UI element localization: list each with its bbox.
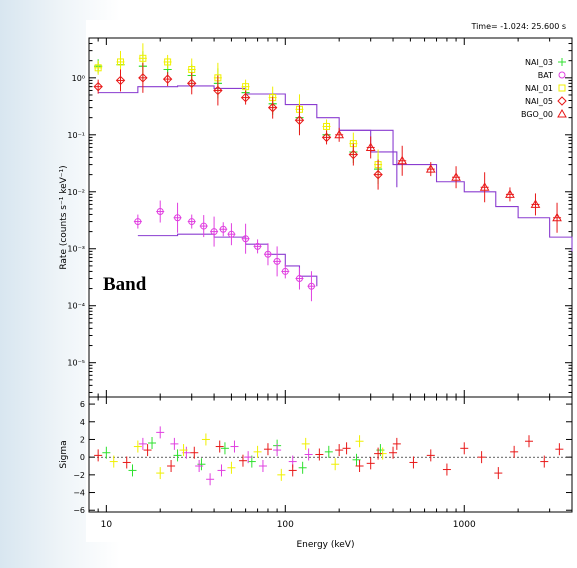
x-tick-label: 1000 — [453, 520, 476, 530]
data-point — [425, 164, 436, 173]
data-point — [505, 189, 515, 198]
legend-marker — [558, 71, 566, 79]
y-tick-label: 10⁻⁵ — [67, 359, 85, 368]
x-tick-label: 10 — [101, 520, 113, 530]
data-point — [307, 282, 315, 290]
data-point — [162, 74, 173, 84]
series-bat — [133, 200, 316, 302]
data-point — [213, 85, 223, 96]
x-axis-label: Energy (keV) — [297, 540, 355, 550]
data-point — [117, 58, 125, 66]
legend-label: NAI_03 — [525, 58, 553, 67]
legend-marker — [558, 84, 566, 92]
data-point — [138, 73, 148, 83]
data-point — [451, 172, 461, 181]
data-point — [334, 129, 345, 139]
figure-background — [86, 20, 573, 542]
data-point — [365, 142, 376, 151]
data-point — [200, 222, 208, 230]
legend: NAI_03 BAT NAI_01 NAI_05 BGO_00 — [521, 58, 567, 119]
y-tick-label: −4 — [73, 489, 85, 498]
y-tick-label: 2 — [80, 435, 85, 444]
y-tick-label: 10⁰ — [72, 74, 85, 83]
data-point — [188, 218, 196, 226]
legend-label: BAT — [538, 71, 553, 80]
data-point — [139, 54, 147, 62]
y-tick-label: 10⁻² — [67, 188, 85, 197]
data-point — [530, 199, 541, 208]
data-point — [281, 267, 289, 275]
data-point — [210, 228, 218, 236]
data-point — [397, 155, 408, 165]
y-tick-label: 0 — [80, 453, 85, 462]
data-point — [267, 102, 278, 113]
data-point — [254, 242, 262, 250]
data-point — [273, 257, 281, 265]
residual-plot-frame — [88, 396, 573, 513]
data-point — [227, 230, 235, 238]
y-tick-label: −6 — [73, 506, 85, 515]
legend-marker — [557, 96, 567, 106]
data-point — [373, 169, 383, 180]
data-point — [242, 83, 250, 91]
y-tick-label: 10⁻³ — [67, 245, 85, 254]
data-point — [187, 78, 197, 89]
y-tick-label: 6 — [80, 400, 85, 409]
data-point — [93, 81, 103, 92]
series-nai-05 — [93, 62, 383, 190]
residual-bgo-00 — [335, 435, 564, 480]
residual-bat — [138, 426, 313, 486]
data-point — [240, 92, 251, 103]
residual-y-axis-label: Sigma — [59, 440, 69, 468]
main-plot-panel: 10⁰ 10⁻¹ 10⁻² 10⁻³ 10⁻⁴ 10⁻⁵ Rate (counts s⁻¹ … — [59, 37, 573, 398]
residual-nai-05 — [94, 440, 398, 477]
data-point — [242, 235, 250, 243]
data-point — [323, 122, 331, 130]
y-axis-label: Rate (counts s⁻¹ keV⁻¹) — [59, 165, 69, 269]
data-point — [134, 218, 142, 226]
series-bgo-00 — [334, 127, 562, 233]
model-name-label: Band — [103, 274, 147, 295]
legend-marker — [557, 108, 567, 118]
legend-label: NAI_01 — [525, 84, 553, 93]
data-point — [94, 64, 102, 72]
data-point — [164, 58, 172, 66]
legend-label: NAI_05 — [525, 97, 553, 106]
data-point — [552, 212, 562, 222]
model-curve — [339, 129, 573, 252]
data-point — [264, 250, 272, 258]
legend-label: BGO_00 — [521, 110, 553, 119]
residual-plot-panel: 10 100 1000 Energy (keV) 6 4 2 0 −2 −4 −6 Sigma — [59, 396, 573, 550]
data-point — [156, 208, 164, 216]
x-tick-label: 100 — [277, 520, 294, 530]
data-point — [479, 182, 490, 191]
data-point — [115, 75, 126, 86]
data-point — [348, 149, 359, 160]
data-point — [294, 115, 305, 125]
y-tick-label: 10⁻¹ — [67, 131, 85, 140]
data-point — [174, 214, 182, 222]
legend-marker — [558, 58, 566, 66]
data-point — [321, 132, 332, 143]
y-tick-label: 4 — [80, 418, 85, 427]
time-range-label: Time= -1.024: 25.600 s — [470, 22, 566, 31]
data-point — [219, 225, 227, 233]
y-tick-label: −2 — [73, 471, 85, 480]
data-point — [295, 275, 303, 283]
y-tick-label: 10⁻⁴ — [67, 302, 85, 311]
residual-nai-01 — [109, 433, 387, 481]
